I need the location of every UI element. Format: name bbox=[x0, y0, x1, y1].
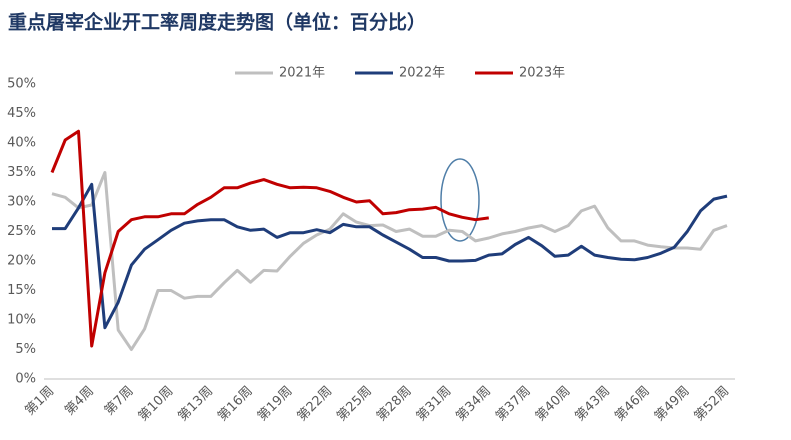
y-tick-label: 20% bbox=[7, 254, 36, 269]
x-tick-label: 第13周 bbox=[175, 384, 216, 425]
x-tick-label: 第49周 bbox=[652, 384, 693, 425]
y-tick-label: 45% bbox=[7, 106, 36, 121]
y-tick-label: 35% bbox=[7, 165, 36, 180]
y-tick-label: 10% bbox=[7, 313, 36, 328]
y-tick-label: 50% bbox=[7, 77, 36, 92]
x-tick-label: 第19周 bbox=[255, 384, 296, 425]
legend-label: 2021年 bbox=[279, 66, 325, 81]
x-tick-label: 第43周 bbox=[572, 384, 613, 425]
x-tick-label: 第25周 bbox=[334, 384, 375, 425]
chart-title: 重点屠宰企业开工率周度走势图（单位：百分比） bbox=[8, 10, 426, 33]
x-tick-label: 第7周 bbox=[102, 384, 137, 419]
y-tick-label: 30% bbox=[7, 195, 36, 210]
x-tick-label: 第52周 bbox=[692, 384, 733, 425]
x-tick-label: 第16周 bbox=[215, 384, 256, 425]
line-series bbox=[52, 182, 728, 330]
x-tick-label: 第40周 bbox=[533, 384, 574, 425]
line-series bbox=[50, 129, 490, 348]
highlight-ellipse bbox=[440, 158, 480, 242]
line-series bbox=[51, 171, 728, 351]
x-tick-label: 第34周 bbox=[453, 384, 494, 425]
y-tick-label: 5% bbox=[15, 342, 36, 357]
y-tick-label: 0% bbox=[15, 372, 36, 387]
x-tick-label: 第10周 bbox=[136, 384, 177, 425]
legend-label: 2023年 bbox=[519, 66, 565, 81]
x-tick-label: 第28周 bbox=[374, 384, 415, 425]
x-tick-label: 第1周 bbox=[22, 384, 57, 419]
y-tick-label: 25% bbox=[7, 224, 36, 239]
x-tick-label: 第46周 bbox=[612, 384, 653, 425]
x-tick-label: 第4周 bbox=[62, 384, 97, 419]
x-tick-label: 第31周 bbox=[414, 384, 455, 425]
y-tick-label: 15% bbox=[7, 283, 36, 298]
y-tick-label: 40% bbox=[7, 136, 36, 151]
x-tick-label: 第37周 bbox=[493, 384, 534, 425]
x-tick-label: 第22周 bbox=[295, 384, 336, 425]
legend-label: 2022年 bbox=[399, 66, 445, 81]
